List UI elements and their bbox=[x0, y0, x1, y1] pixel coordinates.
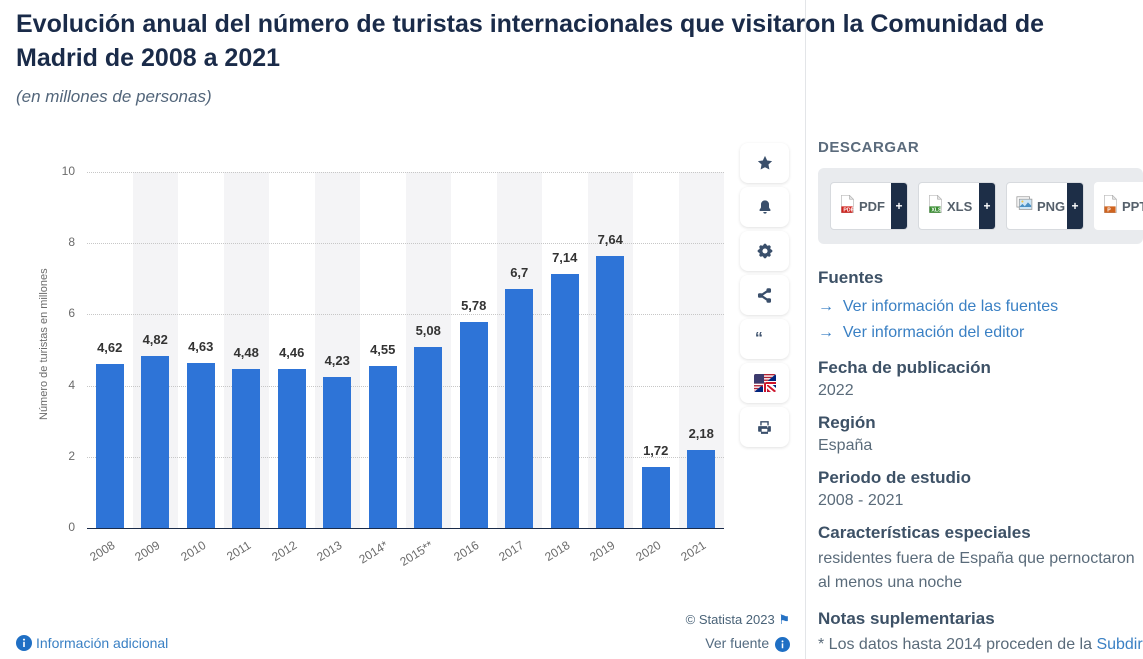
svg-text:“: “ bbox=[755, 330, 763, 347]
svg-text:PDF: PDF bbox=[843, 207, 853, 213]
svg-text:P: P bbox=[1107, 207, 1111, 213]
svg-text:XLS: XLS bbox=[931, 207, 942, 213]
